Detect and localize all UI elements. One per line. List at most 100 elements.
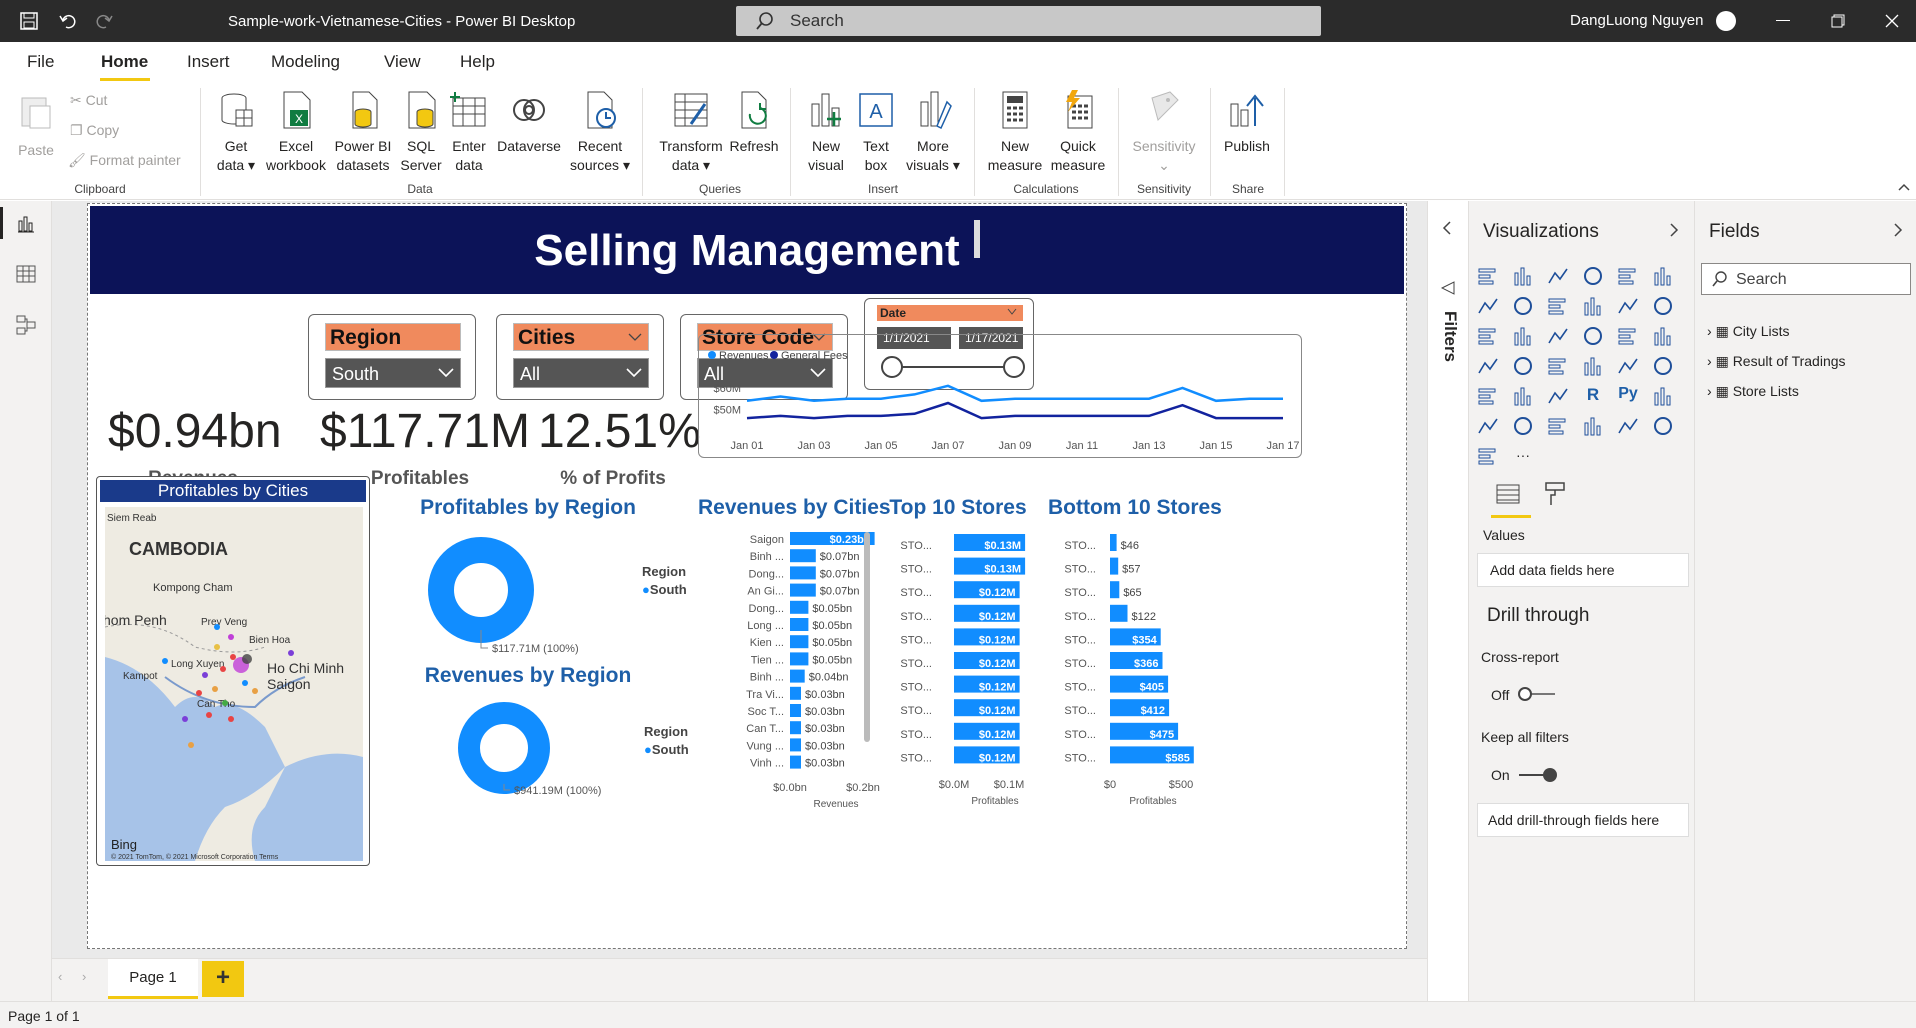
bar[interactable] [790,721,801,735]
chevron-left-icon[interactable] [1442,221,1452,235]
close-button[interactable] [1885,14,1899,28]
treemap-visual-icon[interactable] [1652,325,1674,347]
table-result-of-tradings[interactable]: › ▦ Result of Tradings [1707,353,1846,369]
power-apps-visual-icon[interactable] [1617,415,1639,437]
menu-home[interactable]: Home [101,52,149,71]
waterfall-visual-icon[interactable] [1477,325,1499,347]
key-influencers-visual-icon[interactable] [1652,385,1674,407]
bar[interactable] [1110,628,1161,646]
bar[interactable] [954,746,1020,764]
cities-slicer[interactable]: Cities All [496,314,664,400]
diamond-visual-icon[interactable] [1652,415,1674,437]
add-data-fields-dropzone[interactable]: Add data fields here [1477,553,1689,587]
clustered-bar-visual-icon[interactable] [1512,265,1534,287]
bar[interactable] [1110,699,1170,717]
search-box[interactable]: Search [736,6,1321,36]
table-store-lists[interactable]: › ▦ Store Lists [1707,383,1799,399]
bar[interactable] [1110,652,1163,669]
line-series-general-fees[interactable] [746,401,1283,420]
matrix-visual-icon[interactable] [1547,385,1569,407]
100-bar-visual-icon[interactable] [1547,265,1569,287]
scroll-left-icon[interactable]: ‹ [58,969,63,984]
fields-search-input[interactable]: Search [1701,263,1911,295]
bottom-10-stores-chart[interactable]: STO... $46 STO... $57 STO... $65 STO... $122 STO… [1048,524,1218,812]
restore-button[interactable] [1831,14,1845,28]
bar[interactable] [790,652,809,666]
add-drill-through-dropzone[interactable]: Add drill-through fields here [1477,803,1689,837]
bar[interactable] [790,686,801,700]
bar[interactable] [1110,675,1169,693]
transform-data-button[interactable]: Transform data ▾ [654,90,728,175]
chevron-right-icon[interactable] [1893,223,1903,237]
redo-icon[interactable] [96,12,114,30]
bar[interactable] [954,628,1020,646]
more-visuals-button[interactable]: More visuals ▾ [900,90,966,175]
bar[interactable] [1110,557,1119,575]
format-paint-roller-icon[interactable] [1543,481,1567,507]
store-code-slicer[interactable]: Store Code All [680,314,848,400]
decomposition-tree-visual-icon[interactable] [1477,415,1499,437]
bar[interactable] [790,600,809,614]
publish-button[interactable]: Publish [1218,90,1276,156]
cross-report-toggle-knob[interactable] [1518,687,1532,701]
cities-slicer-dropdown[interactable]: All [513,358,649,388]
ribbon-visual-icon[interactable] [1652,295,1674,317]
bar[interactable] [954,652,1020,669]
get-data-button[interactable]: Get data ▾ [208,90,264,175]
line-visual-icon[interactable] [1477,295,1499,317]
format-painter-button[interactable]: 🖌 Format painter [68,152,181,168]
legend-label[interactable]: Revenues [719,350,769,362]
menu-view[interactable]: View [384,52,421,71]
bar[interactable] [790,669,805,683]
python-visual-visual-icon[interactable]: Py [1618,385,1638,402]
add-page-button[interactable]: + [202,961,244,997]
bar[interactable] [954,581,1020,599]
bar[interactable] [954,604,1020,622]
bar[interactable] [1110,746,1194,764]
donut-visual-icon[interactable] [1617,325,1639,347]
kpi-visual-icon[interactable] [1652,355,1674,377]
new-measure-button[interactable]: New measure [984,90,1046,175]
scatter-visual-icon[interactable] [1547,325,1569,347]
undo-icon[interactable] [58,12,76,30]
page-tab-page-1[interactable]: Page 1 [108,959,198,999]
narrative-visual-icon[interactable] [1547,415,1569,437]
card-visual-icon[interactable] [1582,355,1604,377]
bar[interactable] [1110,534,1117,551]
report-view-icon[interactable] [16,215,36,233]
bar[interactable] [790,618,809,631]
bar[interactable] [790,566,816,580]
pie-visual-icon[interactable] [1582,325,1604,347]
funnel-visual-icon[interactable] [1512,325,1534,347]
line-series-revenues[interactable] [746,384,1283,403]
bar[interactable] [790,704,801,717]
bar[interactable] [954,534,1026,551]
r-visual-visual-icon[interactable]: R [1586,385,1600,404]
keep-filters-toggle-knob[interactable] [1543,768,1557,782]
recent-sources-button[interactable]: Recent sources ▾ [566,90,634,175]
excel-workbook-button[interactable]: X Excel workbook [264,90,328,175]
chevron-right-icon[interactable] [1669,223,1679,237]
data-view-icon[interactable] [16,265,36,283]
gauge-visual-icon[interactable] [1547,355,1569,377]
map-card[interactable]: Profitables by Cities Siem Reab CAMBODIA… [96,476,370,866]
chart-scrollbar[interactable] [864,532,870,742]
bar[interactable] [790,532,875,545]
map-bubbles[interactable] [162,624,294,748]
paginated-visual-icon[interactable] [1582,415,1604,437]
store-code-slicer-dropdown[interactable]: All [697,358,833,388]
filters-pane-collapsed[interactable]: Filters [1427,201,1469,1001]
profitables-by-region-donut[interactable]: $117.71M (100%) [408,524,668,664]
stacked-column-visual-icon[interactable] [1582,265,1604,287]
more-visual-icon[interactable]: ··· [1516,447,1530,463]
line-column-visual-icon[interactable] [1582,295,1604,317]
quick-measure-button[interactable]: Quick measure [1048,90,1108,175]
menu-file[interactable]: File [27,52,55,71]
table-city-lists[interactable]: › ▦ City Lists [1707,323,1790,339]
cross-report-toggle[interactable] [1519,693,1555,695]
bar[interactable] [954,699,1020,717]
bar[interactable] [954,722,1020,740]
dataverse-button[interactable]: Dataverse [494,90,564,156]
menu-help[interactable]: Help [460,52,495,71]
table-visual-icon[interactable] [1512,385,1534,407]
